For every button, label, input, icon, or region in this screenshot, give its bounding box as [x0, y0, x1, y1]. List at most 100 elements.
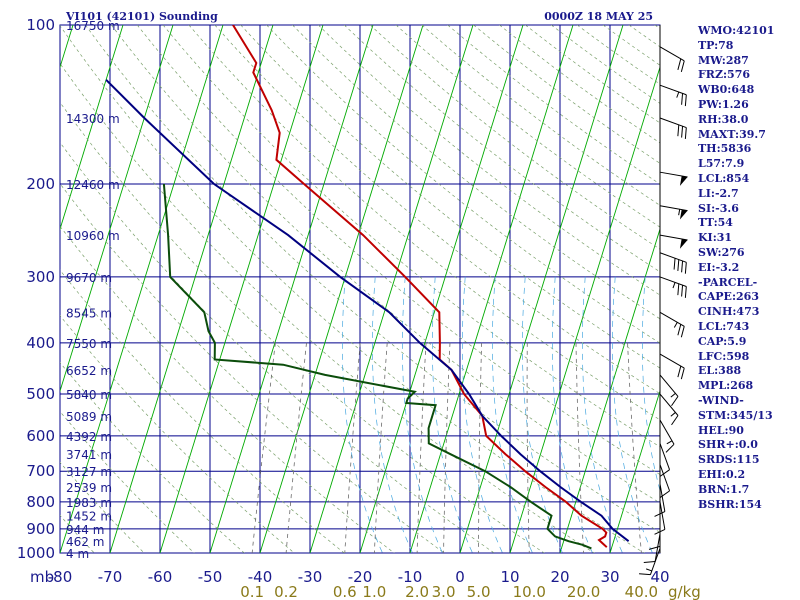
dry-adiabat: [60, 362, 245, 553]
mixing-ratio-line: [344, 342, 361, 553]
temperature-tick-label: -50: [198, 568, 223, 586]
wind-barb-feather: [665, 443, 675, 453]
isotherm-line: [60, 25, 174, 393]
dry-adiabat: [111, 25, 660, 504]
moist-adiabat: [432, 276, 473, 553]
wind-barb: [654, 483, 666, 517]
height-label: 4 m: [66, 547, 89, 561]
isotherm-line: [509, 65, 660, 553]
wind-barb: [659, 117, 687, 139]
wind-barb: [659, 46, 685, 73]
index-item: EL:388: [698, 364, 742, 378]
height-label: 7550 m: [66, 337, 112, 351]
wind-barbs: [639, 25, 688, 576]
temperature-tick-label: -40: [248, 568, 273, 586]
height-label: 1452 m: [66, 510, 112, 524]
mixing-ratio-line: [374, 342, 388, 553]
mixing-ratio-line: [285, 342, 307, 553]
index-item: LCL:743: [698, 319, 750, 333]
isotherm-line: [209, 25, 374, 553]
mixing-ratio-line: [443, 342, 451, 553]
height-label: 462 m: [66, 535, 104, 549]
pressure-tick-label: 100: [26, 16, 55, 34]
index-item: KI:31: [698, 231, 733, 245]
wind-barb-staff: [659, 353, 685, 369]
wind-barb-feather: [671, 415, 679, 426]
dry-adiabat: [60, 514, 95, 553]
pressure-tick-label: 600: [26, 427, 55, 445]
temperature-tick-label: -70: [98, 568, 123, 586]
mixing-ratio-line: [627, 342, 642, 553]
wind-barb-staff: [649, 548, 661, 575]
pressure-tick-label: 1000: [17, 544, 55, 562]
dry-adiabat: [60, 141, 495, 553]
dry-adiabat: [60, 225, 395, 553]
wind-barb: [659, 311, 685, 338]
wind-barb-half-feather: [666, 440, 673, 445]
index-item: MAXT:39.7: [698, 127, 766, 141]
isotherm-line: [60, 25, 124, 231]
isotherms: [60, 25, 660, 553]
height-label: 12460 m: [66, 178, 120, 192]
dewpoint-line: [162, 183, 592, 550]
wind-barb: [659, 393, 679, 426]
dry-adiabat: [60, 315, 295, 553]
index-item: LFC:598: [698, 349, 750, 363]
pressure-tick-label: 400: [26, 334, 55, 352]
wind-barb-feather: [654, 511, 666, 517]
moist-adiabat: [402, 276, 443, 553]
isotherm-line: [359, 25, 524, 553]
index-item: SI:-3.6: [698, 201, 739, 215]
index-item: CAP:5.9: [698, 334, 747, 348]
mixing-ratio-line: [526, 342, 530, 553]
mixing-ratio-tick-label: 3.0: [432, 583, 456, 600]
temperature-tick-label: 20: [550, 568, 569, 586]
pressure-tick-label: 900: [26, 520, 55, 538]
dry-adiabat: [60, 269, 345, 553]
index-item: L57:7.9: [698, 157, 745, 171]
height-label: 14300 m: [66, 112, 120, 126]
mixing-ratio-line: [251, 342, 276, 553]
moist-adiabat: [492, 276, 533, 553]
wind-barb: [659, 205, 688, 220]
isotherm-line: [159, 25, 324, 553]
index-item: MPL:268: [698, 379, 754, 393]
wind-barb-flag: [679, 209, 688, 220]
index-item: BRN:1.7: [698, 482, 750, 496]
index-item: STM:345/13: [698, 408, 773, 422]
isotherm-line: [109, 25, 274, 553]
height-label: 16750 m: [66, 19, 120, 33]
index-item: -WIND-: [698, 393, 744, 407]
wind-barb-feather: [673, 258, 676, 270]
wind-barb-staff: [659, 501, 666, 530]
temperature-tick-label: -20: [348, 568, 373, 586]
wind-barb-half-feather: [672, 282, 676, 289]
wind-barb: [659, 234, 688, 249]
temperature-tick-label: -80: [48, 568, 73, 586]
wind-barb-feather: [681, 260, 684, 273]
height-label: 1983 m: [66, 496, 112, 510]
wind-barb-feather: [681, 93, 684, 105]
mixing-ratio-tick-label: 20.0: [567, 583, 600, 600]
index-item: WB0:648: [698, 83, 755, 97]
height-label: 2539 m: [66, 481, 112, 495]
height-label: 4392 m: [66, 430, 112, 444]
wind-barb-feather: [677, 324, 682, 336]
index-item: LI:-2.7: [698, 186, 739, 200]
dry-adiabat: [60, 461, 145, 553]
moist-adiabat: [552, 276, 593, 553]
wind-barb-feather: [684, 127, 687, 139]
parcel-line: [105, 79, 630, 542]
isotherm-line: [559, 227, 660, 553]
index-item: WMO:42101: [698, 24, 775, 37]
wind-barb-staff: [659, 171, 688, 178]
height-label: 10960 m: [66, 229, 120, 243]
wind-barb-feather: [671, 396, 679, 407]
index-item: SRDS:115: [698, 453, 760, 467]
wind-barb-staff: [659, 483, 666, 512]
wind-barb-staff: [659, 393, 679, 416]
wind-barb-feather: [684, 262, 687, 274]
wind-barb-half-feather: [645, 568, 652, 572]
wind-barb-staff: [659, 443, 671, 470]
isotherm-line: [459, 25, 624, 553]
